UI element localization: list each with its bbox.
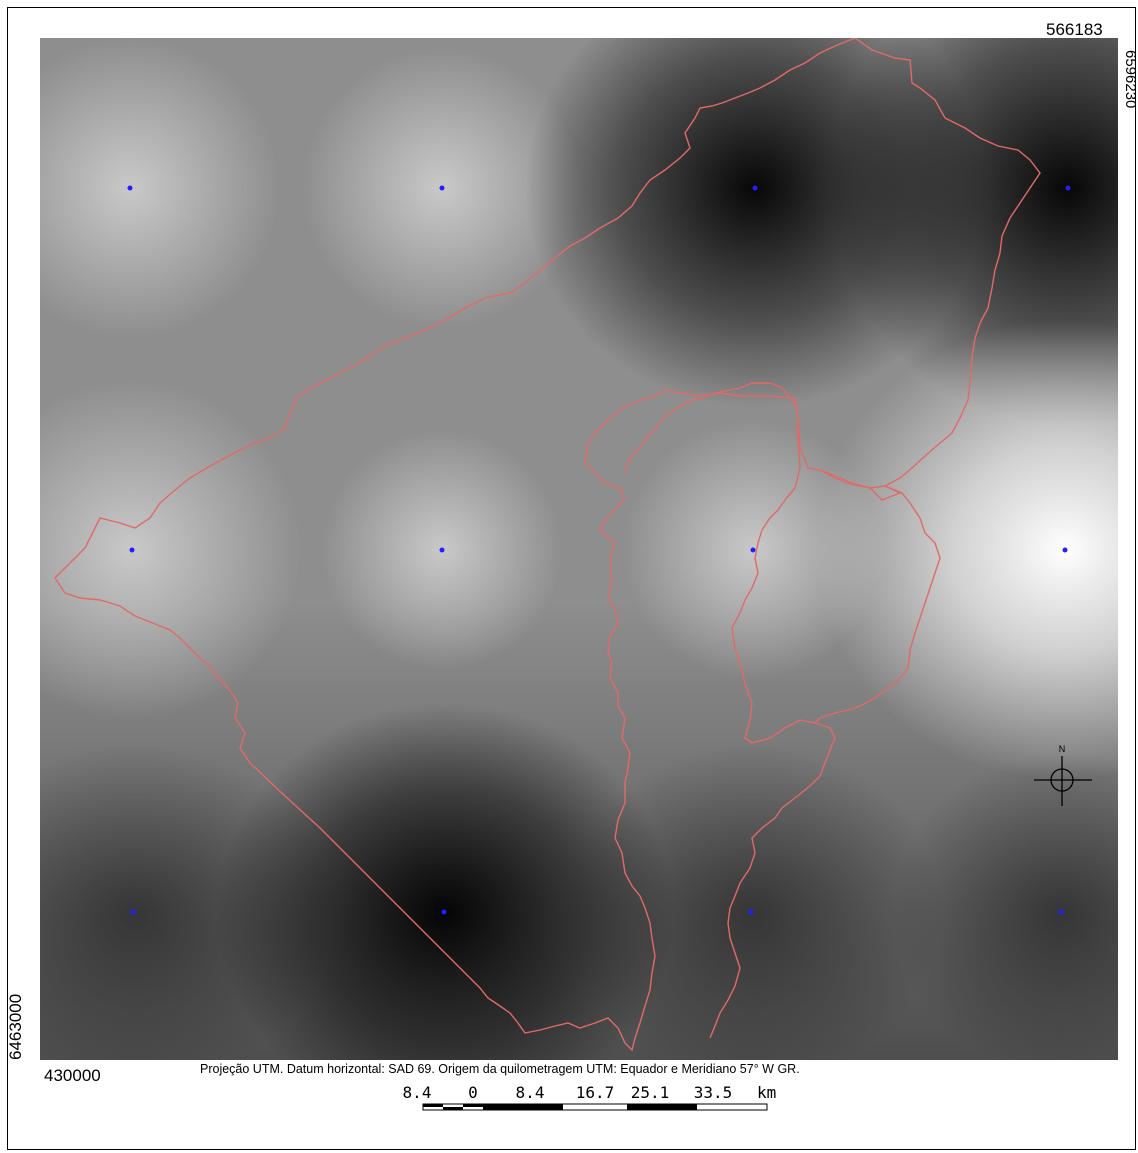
bottom-left-coordinate: 430000 <box>44 1066 101 1085</box>
station-point <box>750 547 756 553</box>
scale-unit: km <box>757 1084 776 1102</box>
boundary-lines <box>54 38 1041 1052</box>
station-point <box>748 909 754 915</box>
inner-boundary <box>624 382 941 1039</box>
scale-label: 8.4 <box>403 1084 432 1102</box>
station-point <box>1058 909 1064 915</box>
left-vertical-coordinate: 6463000 <box>6 993 25 1060</box>
scale-label: 33.5 <box>694 1084 733 1102</box>
station-point <box>439 547 445 553</box>
station-point <box>1062 547 1068 553</box>
top-right-coordinate: 566183 <box>1046 20 1103 39</box>
outer-boundary <box>54 38 1041 1052</box>
scale-label: 0 <box>468 1084 478 1102</box>
right-vertical-coordinate: 6596230 <box>1122 50 1138 109</box>
scale-bar: 8.4 0 8.4 16.7 25.1 33.5 km <box>403 1084 776 1111</box>
station-point <box>1065 185 1071 191</box>
station-point <box>441 909 447 915</box>
scale-label: 25.1 <box>631 1084 670 1102</box>
interpolation-map: N <box>40 38 1118 1060</box>
station-point <box>439 185 445 191</box>
scale-bar-segments <box>422 1103 768 1111</box>
station-point <box>127 185 133 191</box>
north-arrow-icon: N <box>1034 744 1092 806</box>
north-label: N <box>1059 744 1066 754</box>
station-point <box>130 909 136 915</box>
station-point <box>752 185 758 191</box>
station-point <box>129 547 135 553</box>
projection-note: Projeção UTM. Datum horizontal: SAD 69. … <box>200 1062 800 1076</box>
map-frame <box>7 7 1136 1150</box>
scale-label: 8.4 <box>516 1084 545 1102</box>
station-markers <box>127 185 1071 915</box>
scale-label: 16.7 <box>576 1084 615 1102</box>
